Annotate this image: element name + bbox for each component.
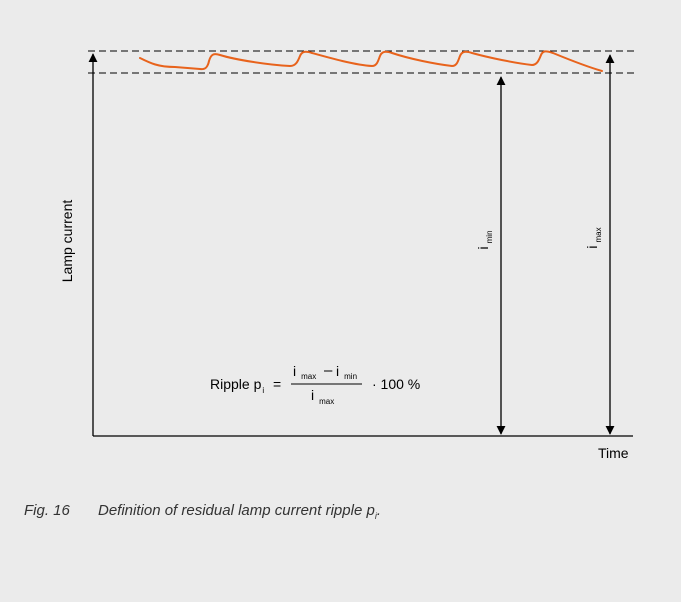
svg-text:imin: i min xyxy=(336,363,357,381)
imax-label: imax xyxy=(584,227,603,248)
imin-label: imin xyxy=(475,230,494,249)
figure-caption: Fig. 16 Definition of residual lamp curre… xyxy=(24,502,381,521)
svg-text:· 100 %: · 100 % xyxy=(372,376,420,392)
svg-text:imax: i max xyxy=(311,387,334,406)
svg-text:–: – xyxy=(324,362,333,379)
ripple-waveform xyxy=(139,50,603,72)
x-axis-label: Time xyxy=(598,445,629,461)
y-axis-label: Lamp current xyxy=(59,200,75,283)
caption-period: . xyxy=(376,502,381,519)
svg-text:imax: i max xyxy=(293,363,316,381)
figure-number: Fig. 16 xyxy=(24,502,70,519)
ripple-formula: Ripple pi = i max – i min i max · 100 % xyxy=(210,362,420,406)
caption-text: Definition of residual lamp current ripp… xyxy=(98,502,375,519)
caption-subscript: i xyxy=(374,511,377,521)
svg-text:Ripple pi: Ripple pi xyxy=(210,376,264,395)
svg-text:=: = xyxy=(273,376,281,392)
